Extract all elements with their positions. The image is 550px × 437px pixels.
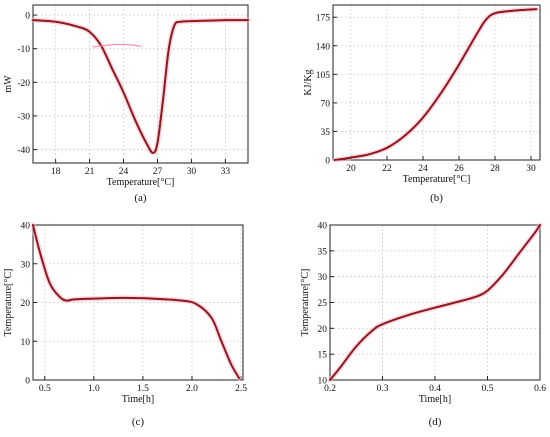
y-axis-label: mW	[3, 75, 14, 93]
x-tick-label: 24	[119, 167, 129, 177]
y-tick-label: 175	[316, 14, 331, 24]
y-tick-label: 40	[21, 222, 31, 232]
y-tick-label: -20	[17, 79, 30, 89]
x-tick-label: 33	[221, 167, 231, 177]
chart-panel-4: 0.2 0.3 0.4 0.5 0.6 10 15 20 25 30 35 40 Time[h] Temp…	[300, 222, 546, 429]
x-axis-label: Time[h]	[122, 394, 154, 405]
y-tick-label: 35	[321, 128, 331, 138]
y-axis-label: Temperature[°C]	[300, 269, 311, 337]
y-tick-label: 10	[318, 377, 328, 387]
x-axis-label: Time[h]	[419, 394, 451, 405]
panel-caption: (b)	[430, 192, 443, 204]
series-line	[329, 224, 541, 381]
x-tick-label: 27	[153, 167, 163, 177]
y-tick-label: 20	[318, 325, 328, 335]
chart-panel-1: 18 21 24 27 30 33 0 -10 -20 -30 -40 Temperature[°C]…	[3, 4, 251, 204]
y-tick-label: 35	[318, 247, 328, 257]
series-halo	[332, 6, 539, 163]
x-tick-label: 18	[51, 167, 61, 177]
y-tick-label: 30	[21, 260, 31, 270]
panel-caption: (d)	[429, 416, 442, 428]
x-tick-label: 30	[187, 167, 197, 177]
series-line	[32, 19, 249, 154]
y-axis-label: KJ/Kg	[303, 69, 314, 95]
x-tick-label: 0.6	[534, 384, 546, 394]
x-tick-label: 22	[382, 164, 392, 174]
series-line	[333, 8, 538, 161]
x-tick-label: 1.0	[88, 384, 100, 394]
x-tick-label: 0.4	[429, 384, 441, 394]
y-tick-label: 0	[325, 157, 330, 167]
y-tick-label: 10	[21, 338, 31, 348]
y-tick-label: 140	[316, 42, 331, 52]
panel-caption: (a)	[134, 192, 147, 204]
x-axis-label: Temperature[°C]	[107, 177, 175, 188]
x-tick-label: 0.3	[377, 384, 389, 394]
chart-panel-3: 0.5 1.0 1.5 2.0 2.5 0 10 20 30 40 Time[h] Temperatu…	[3, 222, 247, 429]
y-tick-label: 25	[318, 299, 328, 309]
chart-panel-2: 20 22 24 26 28 30 0 35 70 105 140 175 Temperature[°C…	[303, 4, 541, 204]
y-tick-label: -30	[17, 112, 30, 122]
y-tick-label: 20	[21, 299, 31, 309]
x-tick-label: 28	[490, 164, 500, 174]
x-tick-label: 30	[526, 164, 536, 174]
y-tick-label: 0	[25, 12, 30, 22]
x-tick-label: 24	[418, 164, 428, 174]
y-tick-label: -10	[17, 45, 30, 55]
x-tick-label: 0.2	[324, 384, 336, 394]
x-tick-label: 1.5	[137, 384, 149, 394]
y-tick-label: 40	[318, 222, 328, 232]
y-tick-label: 15	[318, 351, 328, 361]
x-tick-label: 2.5	[235, 384, 247, 394]
x-tick-label: 20	[346, 164, 356, 174]
series-halo	[30, 222, 242, 381]
x-tick-label: 21	[85, 167, 95, 177]
plot-frame	[332, 4, 541, 161]
y-tick-label: 105	[316, 71, 331, 81]
x-tick-label: 0.5	[39, 384, 51, 394]
x-tick-label: 0.5	[482, 384, 494, 394]
y-tick-label: -40	[17, 146, 30, 156]
y-tick-label: 30	[318, 273, 328, 283]
panel-caption: (c)	[132, 416, 145, 428]
x-axis-label: Temperature[°C]	[403, 174, 471, 185]
x-tick-label: 26	[454, 164, 464, 174]
series-line	[32, 224, 241, 380]
plot-frame	[32, 4, 249, 164]
y-tick-label: 0	[25, 377, 30, 387]
y-axis-label: Temperature[°C]	[3, 269, 14, 337]
x-tick-label: 2.0	[186, 384, 198, 394]
series-line	[92, 43, 142, 48]
y-tick-label: 70	[321, 99, 331, 109]
